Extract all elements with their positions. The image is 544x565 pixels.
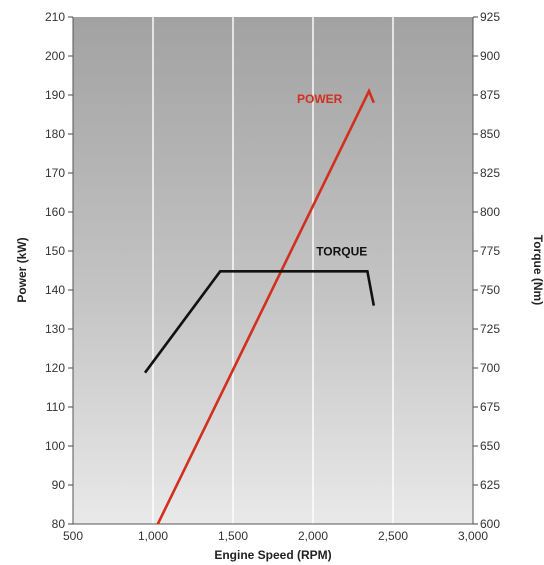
x-tick-label: 3,000	[458, 529, 488, 543]
left-tick-label: 210	[45, 10, 65, 24]
series-line-torque	[143, 269, 376, 374]
right-tick-label: 600	[480, 517, 500, 531]
right-tick-label: 650	[480, 439, 500, 453]
left-tick-label: 170	[45, 166, 65, 180]
right-tick-label: 725	[480, 322, 500, 336]
x-tick-label: 1,000	[138, 529, 168, 543]
left-tick-label: 90	[52, 478, 66, 492]
series-label-torque: TORQUE	[316, 245, 367, 259]
series-label-power: POWER	[297, 92, 343, 106]
right-tick-label: 625	[480, 478, 500, 492]
x-axis-title: Engine Speed (RPM)	[214, 548, 331, 562]
x-tick-label: 1,500	[218, 529, 248, 543]
left-tick-label: 160	[45, 205, 65, 219]
right-tick-label: 825	[480, 166, 500, 180]
right-tick-label: 750	[480, 283, 500, 297]
left-tick-label: 130	[45, 322, 65, 336]
left-tick-label: 150	[45, 244, 65, 258]
axes: 500 1,000 1,500 2,000 2,500 3,000 80 600 90 625 10…	[45, 10, 500, 543]
right-tick-label: 900	[480, 49, 500, 63]
right-tick-label: 700	[480, 361, 500, 375]
right-tick-label: 925	[480, 10, 500, 24]
x-tick-label: 500	[63, 529, 83, 543]
series-line-power	[156, 87, 376, 525]
right-tick-label: 850	[480, 127, 500, 141]
left-tick-label: 120	[45, 361, 65, 375]
left-tick-label: 140	[45, 283, 65, 297]
left-tick-label: 180	[45, 127, 65, 141]
left-tick-label: 190	[45, 88, 65, 102]
right-tick-label: 775	[480, 244, 500, 258]
left-tick-label: 200	[45, 49, 65, 63]
series: POWER TORQUE	[143, 87, 376, 525]
right-tick-label: 800	[480, 205, 500, 219]
right-axis-title: Torque (Nm)	[531, 235, 544, 305]
left-axis-title: Power (kW)	[15, 237, 29, 302]
x-tick-label: 2,000	[298, 529, 328, 543]
left-tick-label: 80	[52, 517, 66, 531]
left-tick-label: 100	[45, 439, 65, 453]
left-tick-label: 110	[46, 400, 65, 414]
x-tick-label: 2,500	[378, 529, 408, 543]
right-tick-label: 875	[480, 88, 500, 102]
right-tick-label: 675	[480, 400, 500, 414]
